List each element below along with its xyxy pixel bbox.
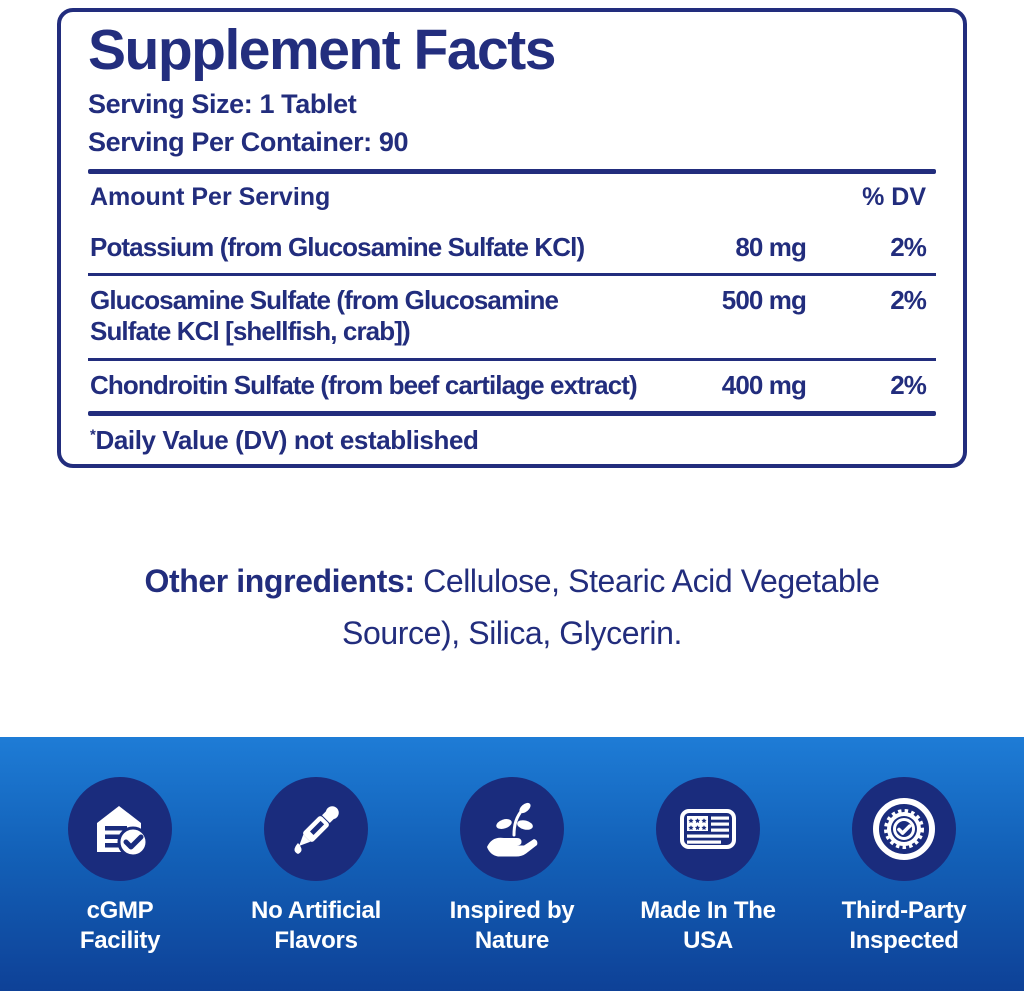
percent-dv-header: % DV xyxy=(862,182,926,211)
amount-per-serving-header: Amount Per Serving xyxy=(90,182,331,211)
nutrient-name: Glucosamine Sulfate (from Glucosamine Su… xyxy=(90,285,559,346)
other-ingredients: Other ingredients: Cellulose, Stearic Ac… xyxy=(144,563,880,651)
badge-label: Made In The USA xyxy=(640,897,776,955)
badge-label: Third-Party Inspected xyxy=(841,897,967,955)
badge-label: cGMP Facility xyxy=(79,897,161,955)
nutrient-name: Chondroitin Sulfate (from beef cartilage… xyxy=(90,369,638,400)
table-row: Chondroitin Sulfate (from beef cartilage… xyxy=(88,361,936,412)
footnote-asterisk: * xyxy=(90,426,96,444)
badge-check-icon xyxy=(852,777,956,881)
table-row: Potassium (from Glucosamine Sulfate KCl)… xyxy=(88,223,936,274)
badge-cgmp-facility: cGMP Facility xyxy=(22,777,218,957)
serving-size: Serving Size: 1 Tablet xyxy=(88,88,357,119)
table-row: Glucosamine Sulfate (from Glucosamine Su… xyxy=(88,276,936,357)
nutrient-dv: 2% xyxy=(890,231,927,262)
table-header-row: Amount Per Serving % DV xyxy=(88,174,936,223)
supplement-facts-panel: Supplement Facts Serving Size: 1 Tablet … xyxy=(57,8,967,468)
nutrient-amount: 80 mg xyxy=(735,231,807,262)
badge-label: No Artificial Flavors xyxy=(251,897,381,955)
usa-flag-icon xyxy=(656,777,760,881)
nutrient-name: Potassium (from Glucosamine Sulfate KCl) xyxy=(90,231,585,262)
dv-footnote: *Daily Value (DV) not established xyxy=(90,425,479,456)
nutrient-amount: 400 mg xyxy=(721,369,807,400)
badge-list: cGMP Facility No Artificial xyxy=(0,737,1024,957)
cgmp-facility-icon xyxy=(68,777,172,881)
table-bottom-divider xyxy=(88,411,936,417)
nutrient-dv: 2% xyxy=(890,285,927,316)
badge-no-artificial-flavors: No Artificial Flavors xyxy=(218,777,414,957)
row-divider xyxy=(88,357,936,361)
hand-leaf-icon xyxy=(460,777,564,881)
dropper-icon xyxy=(264,777,368,881)
nutrient-dv: 2% xyxy=(890,369,927,400)
nutrient-amount: 500 mg xyxy=(721,285,807,316)
badge-third-party-inspected: Third-Party Inspected xyxy=(806,777,1002,957)
panel-title: Supplement Facts xyxy=(88,18,556,82)
badge-label: Inspired by Nature xyxy=(449,897,575,955)
servings-per-container: Serving Per Container: 90 xyxy=(88,126,409,157)
badge-inspired-by-nature: Inspired by Nature xyxy=(414,777,610,957)
table-top-divider xyxy=(88,168,936,174)
other-ingredients-label: Other ingredients: xyxy=(144,563,415,599)
row-divider xyxy=(88,273,936,277)
feature-badge-band: cGMP Facility No Artificial xyxy=(0,737,1024,991)
badge-made-in-usa: Made In The USA xyxy=(610,777,806,957)
